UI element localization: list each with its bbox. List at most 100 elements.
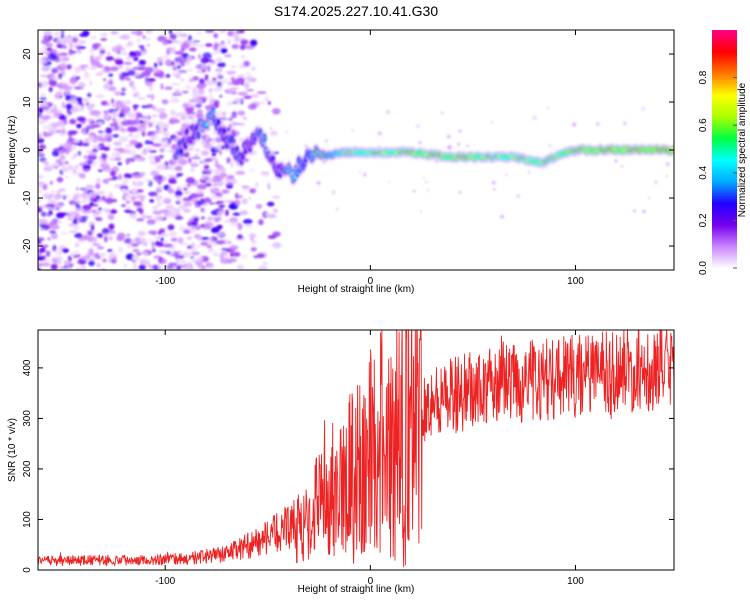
noise-blob (490, 121, 494, 124)
noise-blob (162, 40, 169, 46)
noise-blob (148, 230, 158, 235)
noise-blob (100, 38, 108, 41)
noise-blob (165, 250, 171, 255)
noise-blob (230, 252, 234, 257)
noise-blob (155, 107, 166, 113)
noise-blob (108, 79, 114, 86)
noise-blob (51, 150, 60, 157)
noise-blob (102, 258, 107, 263)
colorbar-cell (712, 186, 737, 190)
noise-blob (72, 74, 77, 80)
noise-blob (215, 193, 223, 196)
noise-blob (153, 62, 158, 69)
noise-blob (105, 127, 113, 134)
noise-blob (242, 198, 247, 205)
colorbar-cell (712, 65, 737, 69)
noise-blob (420, 210, 422, 213)
noise-blob (208, 93, 213, 100)
noise-blob (121, 52, 129, 56)
noise-blob (260, 171, 270, 176)
colorbar-cell (712, 127, 737, 130)
colorbar-cell (712, 256, 737, 259)
noise-blob (243, 95, 253, 99)
noise-blob (51, 190, 55, 197)
colorbar-cell (712, 113, 737, 116)
noise-blob (100, 162, 110, 169)
noise-blob (62, 195, 66, 200)
noise-blob (85, 150, 90, 155)
colorbar-cell (712, 234, 737, 237)
noise-blob (654, 180, 658, 185)
noise-blob (195, 225, 201, 231)
noise-blob (138, 237, 147, 243)
noise-blob (114, 183, 124, 189)
noise-blob (41, 244, 49, 248)
noise-blob (38, 116, 42, 122)
noise-blob (155, 194, 163, 201)
noise-blob (158, 249, 168, 254)
colorbar-cell (712, 176, 737, 180)
noise-blob (66, 84, 72, 88)
colorbar-cell (712, 41, 737, 45)
noise-blob (76, 116, 87, 122)
noise-blob (230, 65, 237, 69)
colorbar-cell (712, 246, 737, 249)
noise-blob (132, 86, 136, 92)
noise-blob (226, 174, 235, 180)
noise-blob (96, 262, 101, 268)
noise-blob (75, 76, 81, 80)
noise-blob (457, 142, 461, 146)
noise-blob (209, 238, 214, 245)
noise-blob (60, 232, 69, 235)
noise-blob (47, 127, 58, 134)
noise-blob (166, 49, 170, 56)
noise-blob (44, 103, 49, 108)
noise-blob (187, 265, 193, 270)
noise-blob (43, 66, 53, 69)
noise-blob (178, 158, 188, 166)
noise-blob (248, 168, 255, 172)
noise-blob (272, 108, 281, 115)
noise-blob (159, 138, 169, 145)
colorbar-tick-label: 0.4 (698, 165, 709, 179)
noise-blob (77, 198, 82, 204)
colorbar-cell (712, 174, 737, 178)
noise-blob (195, 102, 202, 108)
noise-blob (41, 45, 47, 51)
noise-blob (189, 47, 197, 52)
noise-blob (251, 66, 256, 71)
noise-blob (191, 199, 195, 203)
noise-blob (239, 44, 246, 50)
noise-blob (166, 213, 177, 218)
colorbar-cell (712, 240, 737, 243)
noise-blob (119, 92, 126, 96)
noise-blob (261, 261, 269, 266)
noise-blob (59, 132, 64, 136)
noise-blob (92, 211, 102, 215)
noise-blob (89, 80, 93, 86)
noise-blob (38, 190, 44, 193)
noise-blob (123, 108, 129, 115)
noise-blob (167, 265, 177, 270)
noise-blob (38, 182, 42, 189)
colorbar-cell (712, 51, 737, 55)
colorbar-cell (712, 220, 737, 223)
noise-blob (648, 196, 651, 199)
noise-blob (99, 252, 106, 258)
noise-blob (152, 143, 162, 147)
noise-blob (167, 143, 172, 149)
noise-blob (102, 178, 110, 184)
noise-blob (152, 105, 157, 111)
colorbar-cell (712, 79, 737, 83)
noise-blob (162, 176, 167, 181)
noise-blob (166, 164, 176, 171)
noise-blob (47, 53, 57, 61)
noise-blob (110, 258, 117, 264)
noise-blob (45, 47, 53, 52)
noise-blob (118, 173, 122, 181)
noise-blob (180, 78, 184, 82)
noise-blob (216, 200, 225, 204)
colorbar-cell (712, 184, 737, 188)
noise-blob (88, 248, 94, 255)
noise-blob (149, 135, 155, 142)
